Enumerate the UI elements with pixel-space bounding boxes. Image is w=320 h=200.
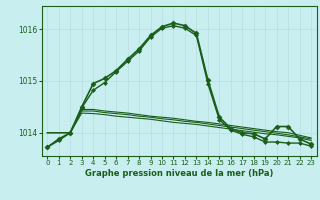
X-axis label: Graphe pression niveau de la mer (hPa): Graphe pression niveau de la mer (hPa)	[85, 169, 273, 178]
